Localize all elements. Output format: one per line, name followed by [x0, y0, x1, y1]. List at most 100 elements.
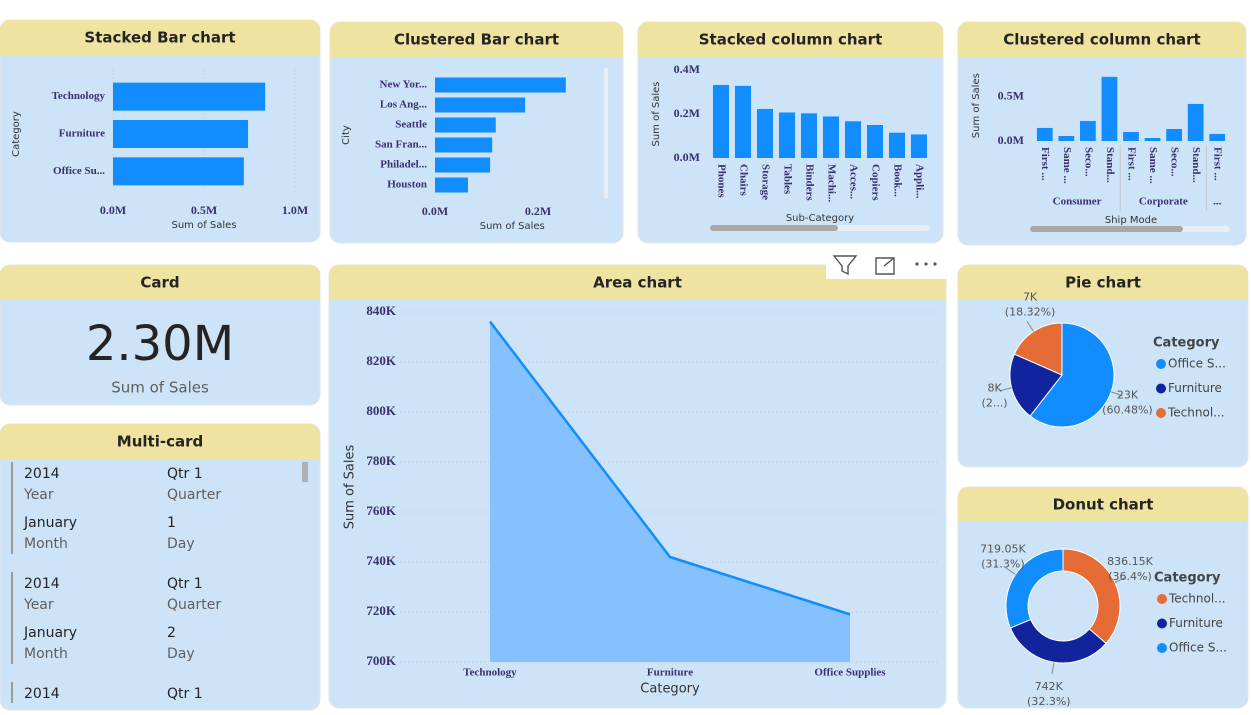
panel-header — [0, 45, 320, 55]
x-tick-label: Furniture — [647, 667, 693, 679]
scrollbar[interactable] — [604, 68, 608, 198]
column — [1166, 128, 1182, 141]
panel-title: Clustered column chart — [1003, 31, 1200, 49]
scrollbar-thumb[interactable] — [710, 225, 838, 231]
y-tick-label: 0.0M — [998, 133, 1024, 147]
column — [734, 85, 752, 158]
column — [866, 125, 884, 158]
field-value: 2014 — [24, 576, 60, 592]
legend-marker — [1157, 594, 1167, 604]
data-label: (31.3%) — [981, 558, 1025, 571]
bar — [113, 82, 266, 111]
field-label: Quarter — [167, 487, 221, 503]
y-axis-title: Sum of Sales — [971, 73, 982, 138]
legend-marker — [1156, 408, 1166, 418]
panel-title: Stacked column chart — [699, 31, 883, 49]
column — [822, 116, 840, 158]
field-label: Day — [167, 646, 195, 662]
y-tick-label: San Fran... — [375, 139, 427, 151]
y-tick-label: 0.0M — [674, 150, 700, 164]
y-axis-title: Sum of Sales — [343, 445, 358, 530]
field-value: Qtr 1 — [167, 466, 203, 482]
y-tick-label: 720K — [366, 603, 397, 618]
more-icon[interactable] — [915, 262, 937, 266]
column — [712, 84, 730, 158]
x-tick-label: Same ... — [1147, 147, 1159, 184]
field-value: 2014 — [24, 686, 60, 702]
panel-header — [958, 47, 1246, 57]
panel-header — [0, 290, 320, 300]
y-tick-label: 0.2M — [674, 106, 700, 120]
column — [1036, 127, 1053, 141]
bar — [435, 97, 526, 113]
legend-label: Furniture — [1168, 381, 1222, 395]
data-label: (18.32%) — [1005, 306, 1056, 319]
panel-title: Area chart — [593, 274, 682, 292]
group-label: Corporate — [1139, 196, 1188, 208]
x-tick-label: Binders — [803, 164, 815, 201]
x-axis-title: Sum of Sales — [480, 221, 545, 232]
field-label: Month — [24, 536, 68, 552]
x-tick-label: Acces... — [847, 164, 859, 199]
scrollbar[interactable] — [302, 462, 308, 482]
data-label: (36.4%) — [1108, 570, 1152, 583]
column — [844, 121, 862, 158]
column — [1123, 131, 1139, 141]
column — [778, 112, 796, 158]
x-tick-label: Chairs — [737, 164, 749, 197]
field-value: Qtr 1 — [167, 576, 203, 592]
legend-label: Office S... — [1169, 641, 1227, 655]
bar — [113, 120, 249, 148]
data-label: (60.48%) — [1102, 403, 1153, 416]
x-tick-label: Same ... — [1061, 147, 1073, 184]
x-tick-label: First ... — [1125, 147, 1137, 181]
bar — [435, 177, 468, 193]
y-tick-label: 760K — [366, 503, 397, 518]
column — [1187, 103, 1204, 141]
y-tick-label: 800K — [366, 403, 397, 418]
field-label: Year — [23, 597, 54, 613]
bar — [435, 117, 496, 133]
x-tick-label: Book... — [891, 164, 903, 197]
filter-icon[interactable] — [832, 255, 858, 276]
y-axis-title: City — [341, 125, 352, 145]
legend-marker — [1156, 383, 1166, 394]
y-tick-label: 700K — [366, 653, 397, 668]
field-value: January — [23, 515, 77, 531]
y-tick-label: 780K — [366, 453, 397, 468]
column — [888, 132, 906, 158]
bar — [435, 77, 566, 93]
column — [1101, 76, 1118, 141]
leader-line — [1005, 567, 1016, 575]
data-label: 23K — [1117, 388, 1139, 401]
line — [489, 320, 851, 616]
slice — [1013, 322, 1063, 376]
field-value: 2 — [167, 625, 176, 641]
column — [756, 108, 774, 158]
panel-title: Stacked Bar chart — [84, 29, 235, 47]
field-label: Year — [23, 487, 54, 503]
scrollbar-thumb[interactable] — [1030, 226, 1183, 232]
x-tick-label: 0.0M — [422, 204, 448, 218]
column — [800, 113, 818, 158]
x-tick-label: Tables — [781, 164, 793, 195]
x-tick-label: Machi... — [825, 164, 837, 202]
column — [1080, 120, 1096, 141]
field-label: Quarter — [167, 597, 221, 613]
panel-header — [329, 290, 946, 300]
column — [1209, 133, 1226, 141]
y-tick-label: New Yor... — [380, 79, 428, 91]
panel-title: Donut chart — [1053, 496, 1154, 514]
x-tick-label: Storage — [759, 164, 771, 200]
x-tick-label: Seco... — [1169, 147, 1181, 177]
focus-icon[interactable] — [875, 257, 895, 275]
x-tick-label: Stand... — [1190, 147, 1202, 183]
field-value: 2014 — [24, 466, 60, 482]
bar — [113, 157, 244, 186]
bar — [435, 157, 491, 173]
data-label: (32.3%) — [1027, 695, 1071, 708]
panel-title: Card — [140, 274, 179, 292]
y-tick-label: 0.4M — [674, 62, 700, 76]
x-axis-title: Sum of Sales — [171, 220, 236, 231]
column — [1144, 137, 1161, 141]
